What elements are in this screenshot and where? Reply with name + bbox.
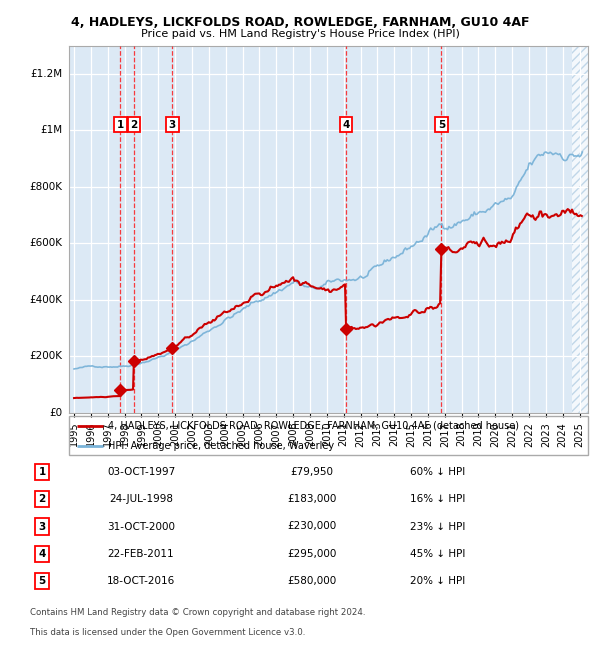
Text: 03-OCT-1997: 03-OCT-1997: [107, 467, 175, 477]
Text: £600K: £600K: [30, 239, 63, 248]
Text: £200K: £200K: [30, 351, 63, 361]
Text: 16% ↓ HPI: 16% ↓ HPI: [410, 494, 466, 504]
Text: 24-JUL-1998: 24-JUL-1998: [109, 494, 173, 504]
Text: 4, HADLEYS, LICKFOLDS ROAD, ROWLEDGE, FARNHAM, GU10 4AF: 4, HADLEYS, LICKFOLDS ROAD, ROWLEDGE, FA…: [71, 16, 529, 29]
Text: £580,000: £580,000: [287, 576, 337, 586]
Text: 4: 4: [343, 120, 350, 129]
Text: £295,000: £295,000: [287, 549, 337, 559]
Text: 1: 1: [117, 120, 124, 129]
Text: £0: £0: [50, 408, 63, 418]
Text: HPI: Average price, detached house, Waverley: HPI: Average price, detached house, Wave…: [108, 441, 334, 451]
Text: 2: 2: [38, 494, 46, 504]
Bar: [572, 46, 589, 413]
Text: 5: 5: [38, 576, 46, 586]
Text: This data is licensed under the Open Government Licence v3.0.: This data is licensed under the Open Gov…: [30, 628, 305, 637]
Text: 45% ↓ HPI: 45% ↓ HPI: [410, 549, 466, 559]
Text: Contains HM Land Registry data © Crown copyright and database right 2024.: Contains HM Land Registry data © Crown c…: [30, 608, 365, 618]
Text: £800K: £800K: [30, 182, 63, 192]
Text: £400K: £400K: [30, 294, 63, 305]
Text: 2: 2: [130, 120, 137, 129]
Text: 5: 5: [438, 120, 445, 129]
Text: £183,000: £183,000: [287, 494, 337, 504]
Text: 1: 1: [38, 467, 46, 477]
Text: 31-OCT-2000: 31-OCT-2000: [107, 521, 175, 532]
Text: £1.2M: £1.2M: [31, 69, 63, 79]
Text: 60% ↓ HPI: 60% ↓ HPI: [410, 467, 466, 477]
Text: £79,950: £79,950: [290, 467, 334, 477]
Text: 3: 3: [38, 521, 46, 532]
Text: £230,000: £230,000: [287, 521, 337, 532]
Text: 4, HADLEYS, LICKFOLDS ROAD, ROWLEDGE, FARNHAM, GU10 4AF (detached house): 4, HADLEYS, LICKFOLDS ROAD, ROWLEDGE, FA…: [108, 421, 519, 431]
Text: £1M: £1M: [41, 125, 63, 135]
Text: 18-OCT-2016: 18-OCT-2016: [107, 576, 175, 586]
Text: 20% ↓ HPI: 20% ↓ HPI: [410, 576, 466, 586]
Text: 23% ↓ HPI: 23% ↓ HPI: [410, 521, 466, 532]
Text: 22-FEB-2011: 22-FEB-2011: [107, 549, 175, 559]
Text: 4: 4: [38, 549, 46, 559]
Text: 3: 3: [169, 120, 176, 129]
Text: Price paid vs. HM Land Registry's House Price Index (HPI): Price paid vs. HM Land Registry's House …: [140, 29, 460, 39]
